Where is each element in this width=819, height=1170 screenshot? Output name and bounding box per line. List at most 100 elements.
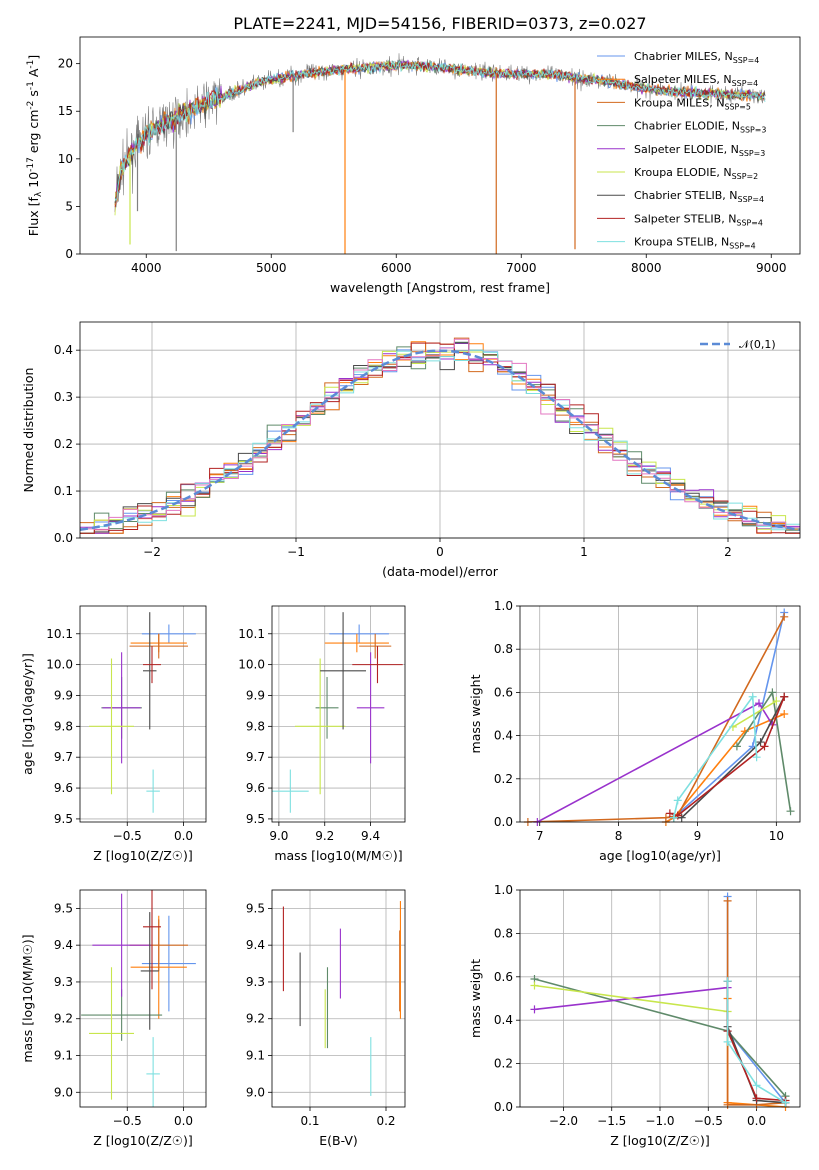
mass_vs_Z-xtick-label: −0.5 [113, 1114, 142, 1128]
weight_vs_age-ytick-label: 0.0 [494, 815, 513, 829]
spectrum-model-line [114, 60, 766, 202]
weight_vs_Z-frame [519, 889, 801, 1108]
weight_vs_age-point-marker [748, 692, 757, 701]
residual-legend: 𝒩(0,1) [700, 338, 776, 351]
mass_vs_Z-xtick-label: 0.0 [174, 1114, 193, 1128]
age_vs_Z-xlabel: Z [log10(Z/Z☉)] [93, 848, 193, 863]
spectrum-xlabel: wavelength [Angstrom, rest frame] [330, 280, 550, 295]
weight_vs_Z-xlabel: Z [log10(Z/Z☉)] [610, 1133, 710, 1148]
weight_vs_Z-point-marker [723, 977, 732, 986]
weight_vs_age-point-marker [669, 813, 678, 822]
weight_vs_age-point-marker [768, 688, 777, 697]
residual_hist-ylabel: Normed distribution [21, 368, 36, 493]
age_vs_mass-ytick-label: 9.5 [246, 812, 265, 826]
weight_vs_age-ytick-label: 1.0 [494, 599, 513, 613]
weight_vs_Z-ytick-label: 0.4 [494, 1013, 513, 1027]
weight_vs_age-point-marker [756, 738, 765, 747]
weight_vs_age-series-line [673, 694, 758, 818]
weight_vs_age-point-marker [786, 807, 795, 816]
age_vs_Z-ytick-label: 9.6 [54, 781, 73, 795]
spectrum-ytick-label: 10 [58, 152, 73, 166]
weight_vs_Z-ytick-label: 1.0 [494, 883, 513, 897]
age_vs_mass-frame [271, 605, 406, 823]
spectrum-xtick-label: 7000 [506, 261, 537, 275]
age_vs_mass-ytick-label: 10.1 [238, 627, 265, 641]
figure-title: PLATE=2241, MJD=54156, FIBERID=0373, z=0… [233, 14, 646, 33]
spectrum-xtick-label: 6000 [381, 261, 412, 275]
mass_vs_Z-ylabel: mass [log10(M/M☉)] [20, 934, 35, 1062]
weight_vs_Z-ytick-label: 0.0 [494, 1100, 513, 1114]
spectrum-ytick-label: 5 [65, 199, 73, 213]
spectrum-frame [79, 36, 801, 255]
residual-legend-label: 𝒩(0,1) [739, 338, 776, 351]
weight_vs_Z-axes: −2.0 −1.5 −1.0 −0.5 0.0 0.0 0.2 0.4 0.6 0.8 1.0 Z [… [468, 883, 800, 1148]
mass_vs_EBV-frame [271, 889, 406, 1108]
spectrum-xtick-label: 8000 [631, 261, 662, 275]
mass_vs_EBV-xtick-label: 0.2 [376, 1114, 395, 1128]
age_vs_Z-ytick-label: 9.7 [54, 750, 73, 764]
spectrum-legend-label: Chabrier ELODIE, NSSP=3​ [634, 120, 766, 135]
residual_hist-ytick-label: 0.2 [54, 437, 73, 451]
weight_vs_age-point-marker [752, 753, 761, 762]
weight_vs_Z-series-line [534, 984, 728, 1013]
age_vs_Z-axes: −0.5 0.0 9.5 9.6 9.7 9.8 9.9 10.0 10.1 Z [log10(Z… [20, 606, 206, 863]
weight_vs_Z-ytick-label: 0.2 [494, 1057, 513, 1071]
spectrum-legend-label: Salpeter ELODIE, NSSP=3​ [634, 143, 765, 158]
weight_vs_Z-point-marker [723, 1100, 732, 1109]
spectrum-legend-label: Salpeter STELIB, NSSP=4​ [634, 212, 763, 227]
weight_vs_Z-xtick-label: −0.5 [694, 1114, 723, 1128]
weight_vs_age-point-marker [760, 742, 769, 751]
weight_vs_age-series-line [527, 616, 785, 822]
weight_vs_age-xtick-label: 9 [694, 829, 702, 843]
residual_hist-ytick-label: 0.4 [54, 343, 73, 357]
residual_hist-xtick-label: −1 [287, 545, 305, 559]
weight_vs_Z-xtick-label: −1.5 [597, 1114, 626, 1128]
age_vs_mass-xtick-label: 9.0 [269, 829, 288, 843]
weight_vs_Z-ylabel: mass weight [468, 959, 483, 1038]
mass_vs_EBV-ytick-label: 9.4 [246, 938, 265, 952]
weight_vs_age-xtick-label: 8 [615, 829, 623, 843]
residual-histogram-series [80, 342, 800, 534]
age_vs_mass-xlabel: mass [log10(M/M☉)] [274, 848, 402, 863]
weight_vs_age-ylabel: mass weight [468, 674, 483, 753]
spectrum-ytick-label: 15 [58, 104, 73, 118]
residual_hist-ytick-label: 0.3 [54, 390, 73, 404]
residual_hist-xtick-label: 1 [580, 545, 588, 559]
mass_vs_Z-ytick-label: 9.4 [54, 938, 73, 952]
mass_vs_Z-ytick-label: 9.0 [54, 1085, 73, 1099]
spectrum-ytick-label: 20 [58, 57, 73, 71]
weight_vs_Z-point-marker [752, 1081, 761, 1090]
mass_vs_Z-ytick-label: 9.2 [54, 1012, 73, 1026]
age_vs_Z-ytick-label: 9.9 [54, 688, 73, 702]
age_vs_Z-ytick-label: 9.8 [54, 719, 73, 733]
age_vs_mass-ytick-label: 9.7 [246, 750, 265, 764]
weight_vs_age-ytick-label: 0.4 [494, 729, 513, 743]
age_vs_Z-ytick-label: 9.5 [54, 812, 73, 826]
weight_vs_Z-point-marker [530, 981, 539, 990]
age_vs_mass-xtick-label: 9.4 [361, 829, 380, 843]
spectrum-legend: Chabrier MILES, NSSP=4​ Salpeter MILES, N… [597, 50, 766, 251]
mass_vs_Z-axes: −0.5 0.0 9.0 9.1 9.2 9.3 9.4 9.5 Z [log10(Z/Z☉)]… [20, 890, 206, 1148]
weight_vs_Z-point-marker [530, 1005, 539, 1014]
residual_hist-ytick-label: 0.0 [54, 531, 73, 545]
weight_vs_age-frame [519, 605, 801, 823]
weight_vs_age-point-marker [661, 813, 670, 822]
weight_vs_Z-ytick-label: 0.8 [494, 926, 513, 940]
age_vs_Z-xtick-label: −0.5 [113, 829, 142, 843]
residual_hist-xtick-label: 0 [436, 545, 444, 559]
mass_vs_EBV-axes: 0.1 0.2 9.0 9.1 9.2 9.3 9.4 9.5 E(B-V) [246, 890, 405, 1148]
spectrum-legend-label: Chabrier STELIB, NSSP=4​ [634, 189, 764, 204]
weight_vs_age-point-marker [780, 692, 789, 701]
mass_vs_Z-ytick-label: 9.5 [54, 901, 73, 915]
spectrum-axes: 4000 5000 6000 7000 8000 9000 0 5 10 15 20 waveleng… [26, 55, 787, 295]
mass_vs_EBV-ytick-label: 9.2 [246, 1012, 265, 1026]
spectrum-legend-label: Salpeter MILES, NSSP=4​ [634, 73, 758, 88]
weight_vs_Z-point-marker [723, 896, 732, 905]
weight_vs_age-series-line [665, 612, 785, 822]
weight_vs_age-ytick-label: 0.6 [494, 685, 513, 699]
age_vs_Z-frame [79, 605, 207, 823]
age_vs_mass-axes: 9.0 9.2 9.4 9.5 9.6 9.7 9.8 9.9 10.0 10.1 mass [lo… [238, 606, 405, 863]
weight_vs_age-point-marker [780, 612, 789, 621]
age_vs_Z-ytick-label: 10.0 [46, 658, 73, 672]
weight_vs_Z-xtick-label: −2.0 [549, 1114, 578, 1128]
